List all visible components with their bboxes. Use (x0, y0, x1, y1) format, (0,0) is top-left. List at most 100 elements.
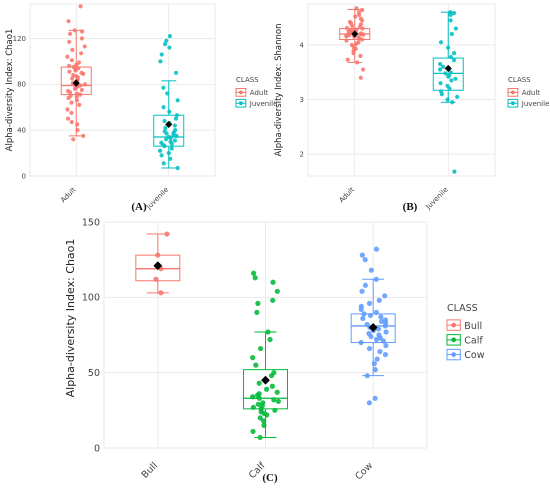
panel-c-data-point (267, 336, 273, 343)
panel-a-data-point (168, 156, 173, 161)
panel-b-legend-key (507, 98, 519, 108)
panel-a-data-point (65, 116, 71, 121)
caption-a: (A) (131, 201, 147, 213)
panel-c-data-point (256, 380, 262, 386)
panel-b-legend: CLASS Adult Juvenile (507, 76, 550, 108)
panel-b-data-point (447, 86, 452, 91)
panel-a-ytick-label: 40 (17, 127, 26, 135)
panel-a-data-point (172, 123, 177, 128)
panel-c-data-point (373, 336, 380, 343)
panel-b-legend-label: Juvenile (521, 100, 550, 108)
panel-c-data-point (158, 290, 164, 296)
panel-c-legend-key (446, 334, 461, 346)
panel-a-data-point (66, 95, 71, 101)
panel-c-data-point (264, 412, 270, 418)
panel-b-data-point (455, 94, 460, 99)
panel-b-ytick-label: 4 (300, 41, 305, 49)
panel-b-chart: Alpha-diversity Index: Shannon 2 3 4 Adult J… (274, 3, 550, 212)
legend-swatch-dot (239, 90, 243, 95)
panel-a-data-point (167, 45, 172, 50)
panel-c-data-point (252, 275, 258, 281)
panel-b-data-point (345, 57, 350, 62)
panel-a-data-point (75, 128, 80, 133)
caption-b: (B) (403, 201, 418, 213)
panel-b-mean-marker (444, 64, 452, 73)
panel-a-data-point (69, 110, 74, 116)
panel-c-data-point (373, 246, 380, 252)
panel-b-data-point (353, 41, 359, 46)
panel-b-data-point (438, 81, 443, 86)
panel-c-data-point (368, 267, 374, 273)
panel-a-data-point (67, 31, 73, 36)
panel-c-data-point (362, 282, 368, 288)
panel-b-data-point (344, 25, 350, 31)
panel-a-data-point (75, 122, 80, 127)
legend-swatch-dot (511, 90, 515, 95)
panel-c-data-point (274, 288, 280, 294)
panel-b-data-point (452, 169, 457, 174)
panel-a-data-point (168, 136, 173, 141)
panel-a-data-point (70, 47, 75, 52)
panel-a-data-point (173, 70, 179, 75)
panel-c-ytick-label: 150 (82, 217, 100, 228)
panel-b-data-point (453, 26, 458, 31)
panel-b-data-point (360, 37, 365, 42)
panel-b-points (344, 6, 460, 174)
panel-b-data-point (448, 18, 453, 23)
panel-c-data-point (257, 345, 264, 352)
caption-c: (C) (262, 472, 278, 484)
panel-a-data-point (161, 161, 166, 166)
panel-a-data-point (157, 148, 163, 153)
panel-c-data-point (378, 314, 384, 320)
panel-a-data-point (81, 71, 86, 77)
panel-a-data-point (73, 68, 78, 73)
panel-a-data-point (66, 19, 71, 24)
panel-b-data-point (344, 38, 349, 43)
panel-c-data-point (371, 361, 377, 367)
panel-c-data-point (372, 395, 378, 401)
panel-a-points (65, 4, 180, 171)
panel-c-legend: CLASS Bull Calf Cow (446, 303, 485, 361)
panel-a-legend: CLASS Adult Juvenile (235, 76, 277, 108)
panel-c-ytick-label: 100 (82, 293, 100, 304)
panel-a-plot-area (29, 3, 216, 177)
panel-a-data-point (67, 69, 72, 74)
legend-swatch-dot (451, 352, 456, 357)
panel-c-legend-key (446, 348, 461, 361)
panel-a-data-point (79, 87, 84, 93)
panel-b-data-point (360, 7, 365, 13)
panel-c-legend-label: Cow (464, 350, 484, 361)
panel-c-data-point (382, 323, 388, 329)
panel-a-data-point (74, 98, 79, 103)
panel-c-data-point (382, 351, 389, 358)
panel-c-legend-title: CLASS (447, 303, 478, 314)
panel-c-data-point (383, 329, 389, 335)
legend-swatch-dot (239, 101, 243, 106)
panel-c-xtick-label: Bull (140, 460, 160, 480)
panel-b-data-point (448, 54, 454, 60)
panel-b-data-point (439, 91, 444, 97)
panel-c-data-point (268, 373, 275, 379)
panel-a-data-point (82, 82, 88, 87)
panel-b-data-point (448, 12, 453, 18)
panel-b-data-point (351, 51, 356, 56)
panel-a-data-point (174, 113, 180, 118)
panel-c-data-point (359, 252, 365, 258)
panel-c-points (153, 231, 389, 441)
panel-c-data-point (255, 401, 261, 407)
panel-b-data-point (353, 14, 358, 19)
panel-a-data-point (72, 28, 77, 33)
panel-c-data-point (251, 270, 257, 276)
panel-c-legend-key (446, 319, 461, 331)
panel-b-data-point (437, 67, 443, 72)
panel-b-mean-marker (351, 30, 359, 38)
panel-a-data-point (164, 38, 169, 43)
legend-swatch-dot (451, 322, 456, 328)
panel-a-data-point (174, 133, 179, 138)
panel-c-ylabel: Alpha-diversity Index: Chao1 (64, 239, 77, 398)
panel-c-ytick-label: 0 (94, 443, 100, 454)
panel-c-data-point (263, 386, 270, 392)
panel-c-mean-marker (153, 261, 163, 271)
panel-b-ytick-label: 3 (300, 96, 304, 104)
